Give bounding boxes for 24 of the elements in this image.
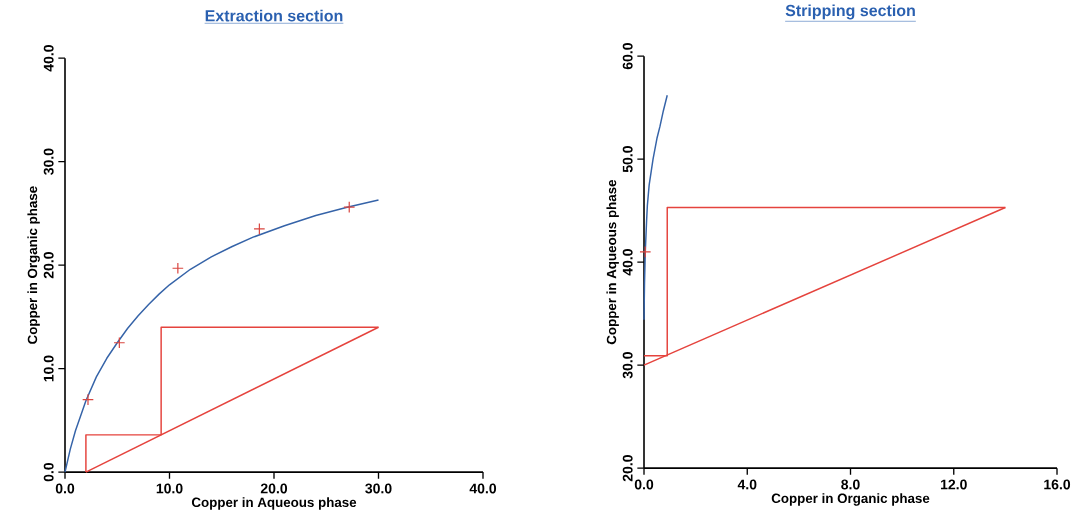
x-axis-title: Copper in Aqueous phase [191,497,357,510]
y-tick-label: 40.0 [622,249,633,276]
chart-title: Stripping section [785,4,915,20]
x-axis-title: Copper in Organic phase [771,493,930,506]
y-tick-label: 40.0 [43,45,54,72]
x-tick-label: 30.0 [365,483,392,494]
y-tick-label: 30.0 [622,352,633,379]
x-tick-label: 20.0 [260,483,288,494]
y-axis-title: Copper in Organic phase [27,186,40,344]
chart-title: Extraction section [205,9,343,22]
x-tick-label: 0.0 [55,483,75,494]
x-tick-label: 4.0 [737,479,757,490]
y-tick-label: 60.0 [622,43,633,70]
x-tick-label: 0.0 [634,479,654,490]
x-tick-label: 16.0 [1044,479,1071,490]
x-tick-label: 40.0 [469,483,497,494]
y-axis-title: Copper in Aqueous phase [606,179,619,345]
y-tick-label: 20.0 [43,252,54,279]
y-tick-label: 10.0 [43,355,54,382]
x-tick-label: 10.0 [156,483,183,494]
y-tick-label: 50.0 [622,146,633,173]
x-tick-label: 12.0 [941,479,967,490]
x-tick-label: 8.0 [841,479,860,490]
y-tick-label: 30.0 [43,148,54,175]
